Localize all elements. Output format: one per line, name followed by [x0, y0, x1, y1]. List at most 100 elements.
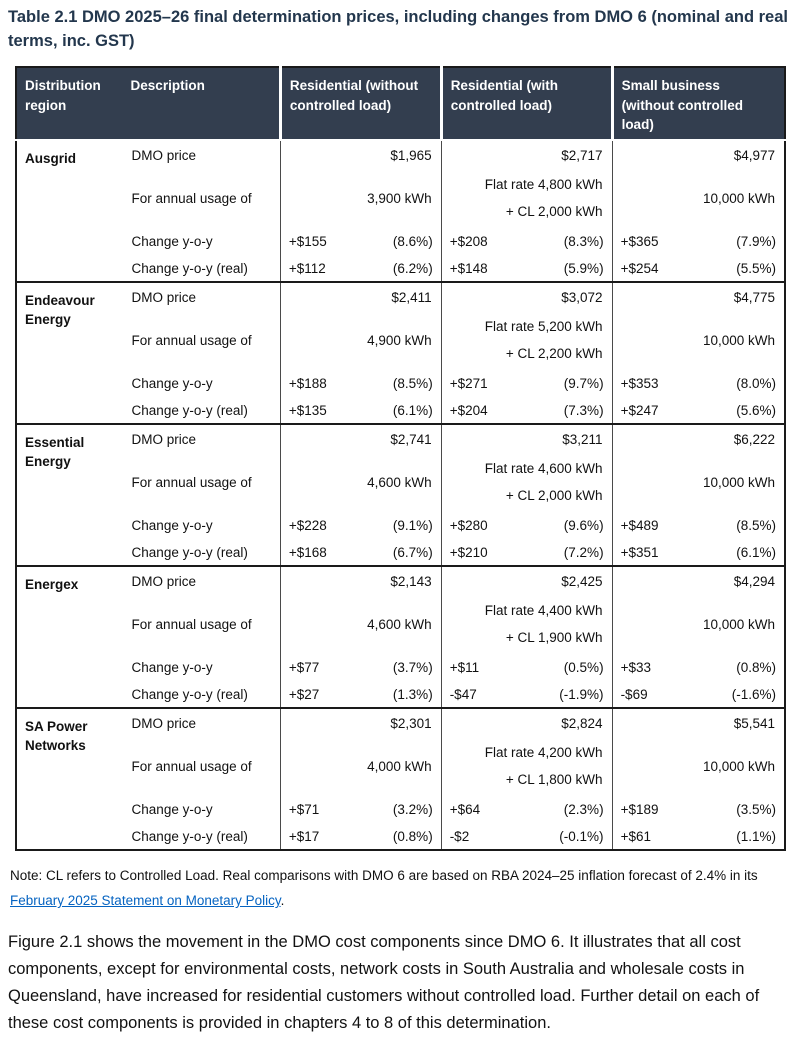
flat-rate-line: Flat rate 5,200 kWh — [484, 319, 603, 334]
change-amount: +$33 — [620, 659, 651, 675]
dmo-price-residential-no-cl: $2,143 — [279, 566, 442, 595]
note-text: Note: CL refers to Controlled Load. Real… — [10, 868, 758, 883]
change-percent: (7.3%) — [563, 402, 604, 418]
change-yoy-real-residential-cl: -$47 (-1.9%) — [440, 681, 613, 708]
change-yoy-small-business: +$33 (0.8%) — [611, 653, 785, 681]
change-yoy-residential-cl: +$11 (0.5%) — [440, 653, 613, 681]
change-percent: (-1.6%) — [731, 686, 776, 702]
change-yoy-real-residential-no-cl: +$135 (6.1%) — [279, 397, 442, 424]
change-yoy-row: Change y-o-y +$71 (3.2%) +$64 (2.3%) +$1… — [16, 795, 785, 823]
change-percent: (8.6%) — [392, 233, 433, 249]
dmo-price-row: Endeavour Energy DMO price $2,411 $3,072… — [16, 282, 785, 327]
change-percent: (1.1%) — [736, 828, 776, 844]
dmo-price-residential-no-cl: $2,411 — [279, 282, 442, 311]
change-amount: +$210 — [449, 544, 488, 560]
usage-residential-cl: Flat rate 4,600 kWh + CL 2,000 kWh — [440, 453, 613, 511]
region-group: Endeavour Energy DMO price $2,411 $3,072… — [16, 282, 785, 424]
annual-usage-row: For annual usage of 4,600 kWh Flat rate … — [16, 595, 785, 653]
change-percent: (5.5%) — [736, 260, 776, 276]
dmo-price-small-business: $4,977 — [611, 140, 785, 169]
change-yoy-real-residential-cl: -$2 (-0.1%) — [440, 823, 613, 850]
change-amount: +$148 — [449, 260, 488, 276]
change-amount: +$365 — [620, 233, 659, 249]
usage-small-business: 10,000 kWh — [611, 737, 785, 795]
change-percent: (9.7%) — [563, 375, 604, 391]
flat-rate-line: Flat rate 4,400 kWh — [484, 603, 603, 618]
controlled-load-line: + CL 1,900 kWh — [505, 630, 603, 645]
usage-residential-no-cl: 4,900 kWh — [279, 311, 442, 369]
change-yoy-real-row: Change y-o-y (real) +$27 (1.3%) -$47 (-1… — [16, 681, 785, 708]
change-amount: +$135 — [288, 402, 327, 418]
change-amount: +$189 — [620, 801, 659, 817]
change-percent: (6.7%) — [392, 544, 433, 560]
change-percent: (8.3%) — [563, 233, 604, 249]
region-name: Essential Energy — [25, 435, 85, 469]
dmo-price-small-business: $4,775 — [611, 282, 785, 311]
change-yoy-real-residential-no-cl: +$17 (0.8%) — [279, 823, 442, 850]
change-amount: -$47 — [449, 686, 477, 702]
row-label-change-yoy-real: Change y-o-y (real) — [131, 260, 248, 276]
change-amount: +$27 — [288, 686, 320, 702]
monetary-policy-link[interactable]: February 2025 Statement on Monetary Poli… — [10, 893, 281, 908]
change-yoy-real-small-business: -$69 (-1.6%) — [611, 681, 785, 708]
controlled-load-line: + CL 2,000 kWh — [505, 204, 603, 219]
dmo-price-residential-cl: $2,717 — [440, 140, 613, 169]
change-yoy-real-residential-cl: +$204 (7.3%) — [440, 397, 613, 424]
change-yoy-residential-no-cl: +$228 (9.1%) — [279, 511, 442, 539]
change-yoy-residential-no-cl: +$188 (8.5%) — [279, 369, 442, 397]
dmo-price-residential-no-cl: $2,741 — [279, 424, 442, 453]
change-yoy-real-residential-cl: +$148 (5.9%) — [440, 255, 613, 282]
dmo-price-row: Energex DMO price $2,143 $2,425 $4,294 — [16, 566, 785, 595]
change-amount: -$69 — [620, 686, 648, 702]
figure-2-1-paragraph: Figure 2.1 shows the movement in the DMO… — [8, 933, 760, 1032]
change-yoy-real-small-business: +$254 (5.5%) — [611, 255, 785, 282]
change-yoy-row: Change y-o-y +$77 (3.7%) +$11 (0.5%) +$3… — [16, 653, 785, 681]
dmo-price-small-business: $5,541 — [611, 708, 785, 737]
flat-rate-line: Flat rate 4,200 kWh — [484, 745, 603, 760]
change-percent: (9.6%) — [563, 517, 604, 533]
dmo-price-residential-cl: $3,072 — [440, 282, 613, 311]
row-label-dmo-price: DMO price — [131, 147, 197, 163]
change-amount: +$71 — [288, 801, 320, 817]
change-amount: +$77 — [288, 659, 320, 675]
change-amount: +$353 — [620, 375, 659, 391]
header-residential-cl: Residential (with controlled load) — [439, 67, 613, 141]
annual-usage-row: For annual usage of 3,900 kWh Flat rate … — [16, 169, 785, 227]
usage-residential-cl: Flat rate 4,800 kWh + CL 2,000 kWh — [440, 169, 613, 227]
dmo-price-residential-cl: $3,211 — [440, 424, 613, 453]
change-amount: +$271 — [449, 375, 488, 391]
row-label-dmo-price: DMO price — [131, 431, 197, 447]
annual-usage-row: For annual usage of 4,000 kWh Flat rate … — [16, 737, 785, 795]
region-name: Ausgrid — [25, 151, 77, 166]
change-amount: -$2 — [449, 828, 470, 844]
row-label-change-yoy: Change y-o-y — [131, 233, 213, 249]
change-yoy-residential-cl: +$271 (9.7%) — [440, 369, 613, 397]
usage-small-business: 10,000 kWh — [611, 595, 785, 653]
change-yoy-real-row: Change y-o-y (real) +$135 (6.1%) +$204 (… — [16, 397, 785, 424]
row-label-change-yoy: Change y-o-y — [131, 517, 213, 533]
row-label-change-yoy-real: Change y-o-y (real) — [131, 828, 248, 844]
change-yoy-real-small-business: +$351 (6.1%) — [611, 539, 785, 566]
change-percent: (1.3%) — [392, 686, 433, 702]
controlled-load-line: + CL 2,000 kWh — [505, 488, 603, 503]
change-yoy-residential-cl: +$208 (8.3%) — [440, 227, 613, 255]
dmo-price-residential-no-cl: $2,301 — [279, 708, 442, 737]
change-percent: (7.2%) — [563, 544, 604, 560]
region-name: Endeavour Energy — [25, 293, 95, 327]
change-amount: +$247 — [620, 402, 659, 418]
change-yoy-small-business: +$353 (8.0%) — [611, 369, 785, 397]
change-yoy-real-small-business: +$247 (5.6%) — [611, 397, 785, 424]
change-percent: (8.5%) — [392, 375, 433, 391]
change-amount: +$351 — [620, 544, 659, 560]
change-amount: +$64 — [449, 801, 481, 817]
change-amount: +$280 — [449, 517, 488, 533]
change-yoy-residential-cl: +$280 (9.6%) — [440, 511, 613, 539]
table-header-row: Distribution region Description Resident… — [16, 67, 785, 141]
usage-residential-no-cl: 4,600 kWh — [279, 595, 442, 653]
row-label-change-yoy: Change y-o-y — [131, 659, 213, 675]
change-amount: +$61 — [620, 828, 651, 844]
row-label-change-yoy: Change y-o-y — [131, 375, 213, 391]
usage-residential-no-cl: 4,600 kWh — [279, 453, 442, 511]
row-label-change-yoy-real: Change y-o-y (real) — [131, 402, 248, 418]
